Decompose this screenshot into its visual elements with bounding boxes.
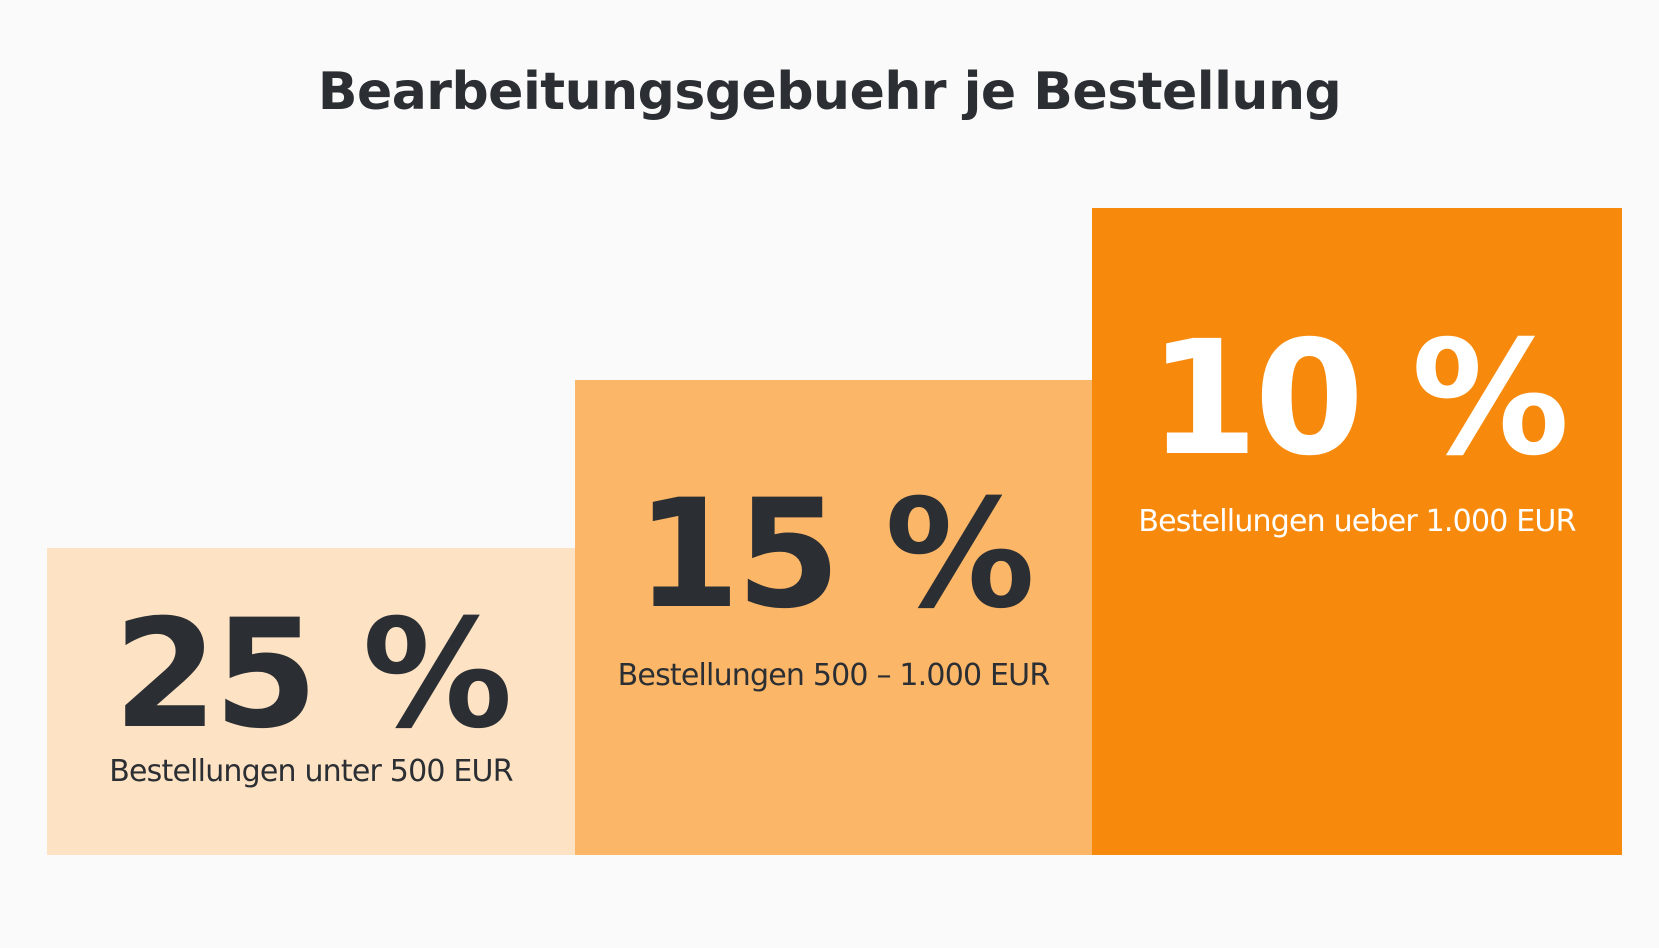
fee-tier-high-label: Bestellungen ueber 1.000 EUR <box>1138 504 1576 539</box>
fee-tier-low-label: Bestellungen unter 500 EUR <box>109 754 513 789</box>
page-title: Bearbeitungsgebuehr je Bestellung <box>317 62 1342 122</box>
fee-tier-mid: 15 % Bestellungen 500 – 1.000 EUR <box>575 380 1092 855</box>
fee-tier-low: 25 % Bestellungen unter 500 EUR <box>47 548 575 855</box>
fee-tier-mid-value: 15 % <box>635 468 1035 642</box>
fee-tier-mid-label: Bestellungen 500 – 1.000 EUR <box>617 658 1051 693</box>
fee-tier-low-value: 25 % <box>113 588 512 762</box>
fee-tier-high: 10 % Bestellungen ueber 1.000 EUR <box>1092 208 1622 855</box>
fee-tier-high-value: 10 % <box>1148 307 1569 491</box>
